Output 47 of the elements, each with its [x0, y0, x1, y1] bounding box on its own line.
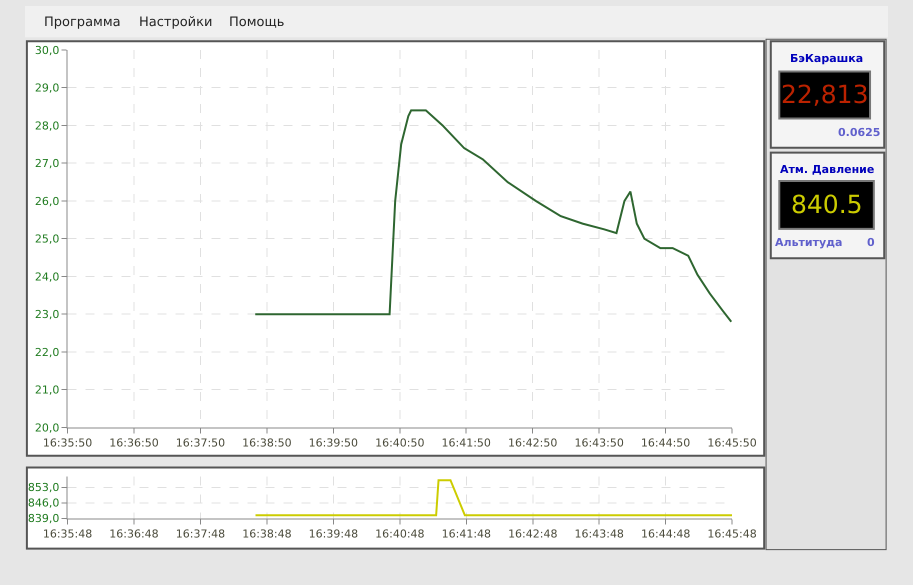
text: 22,813 — [781, 80, 868, 109]
x-tick-label: 16:43:50 — [574, 436, 624, 450]
x-tick-label: 16:44:50 — [640, 436, 690, 450]
x-tick-label: 16:35:48 — [42, 528, 92, 541]
text: 840.5 — [791, 190, 863, 219]
text: 0 — [867, 236, 875, 249]
text: Альтитуда — [775, 236, 842, 249]
x-tick-label: 16:44:48 — [641, 528, 690, 541]
text: Программа — [44, 15, 121, 30]
x-tick-label: 16:36:50 — [109, 436, 159, 450]
x-tick-label: 16:37:50 — [176, 436, 226, 450]
y-tick-label: 26,0 — [34, 194, 60, 208]
y-tick-label: 29,0 — [34, 82, 60, 95]
x-tick-label: 16:36:48 — [109, 528, 159, 541]
x-tick-label: 16:40:50 — [375, 436, 425, 450]
y-tick-label: 27,0 — [34, 157, 60, 170]
x-tick-label: 16:40:48 — [375, 528, 425, 541]
text: Атм. Давление — [780, 163, 874, 176]
x-tick-label: 16:38:50 — [242, 436, 292, 450]
x-tick-label: 16:45:48 — [707, 528, 757, 541]
y-tick-label: 21,0 — [34, 384, 60, 397]
y-tick-label: 23,0 — [34, 308, 60, 322]
y-tick-label: 853,0 — [28, 481, 60, 494]
x-tick-label: 16:35:50 — [42, 436, 92, 450]
x-tick-label: 16:42:48 — [508, 528, 558, 541]
y-tick-label: 846,0 — [28, 496, 60, 510]
y-tick-label: 24,0 — [34, 270, 60, 284]
y-tick-label: 20,0 — [34, 421, 60, 434]
text: БэКарашка — [790, 52, 864, 65]
x-tick-label: 16:43:48 — [574, 528, 624, 541]
x-tick-label: 16:41:50 — [442, 436, 491, 450]
line-series — [254, 109, 732, 323]
y-tick-label: 839,0 — [28, 512, 60, 526]
text: Помощь — [229, 15, 284, 30]
y-tick-label: 22,0 — [34, 346, 60, 359]
x-tick-label: 16:38:48 — [242, 528, 292, 541]
text: Настройки — [139, 15, 212, 30]
x-tick-label: 16:42:50 — [508, 436, 558, 450]
x-tick-label: 16:39:50 — [308, 436, 358, 450]
text: 0.0625 — [838, 126, 880, 139]
x-tick-label: 16:37:48 — [176, 528, 226, 541]
y-tick-label: 28,0 — [34, 119, 60, 132]
y-tick-label: 25,0 — [34, 232, 60, 246]
x-tick-label: 16:41:48 — [442, 528, 492, 541]
x-tick-label: 16:39:48 — [308, 528, 358, 541]
y-tick-label: 30,0 — [34, 44, 60, 57]
x-tick-label: 16:45:50 — [707, 436, 757, 450]
